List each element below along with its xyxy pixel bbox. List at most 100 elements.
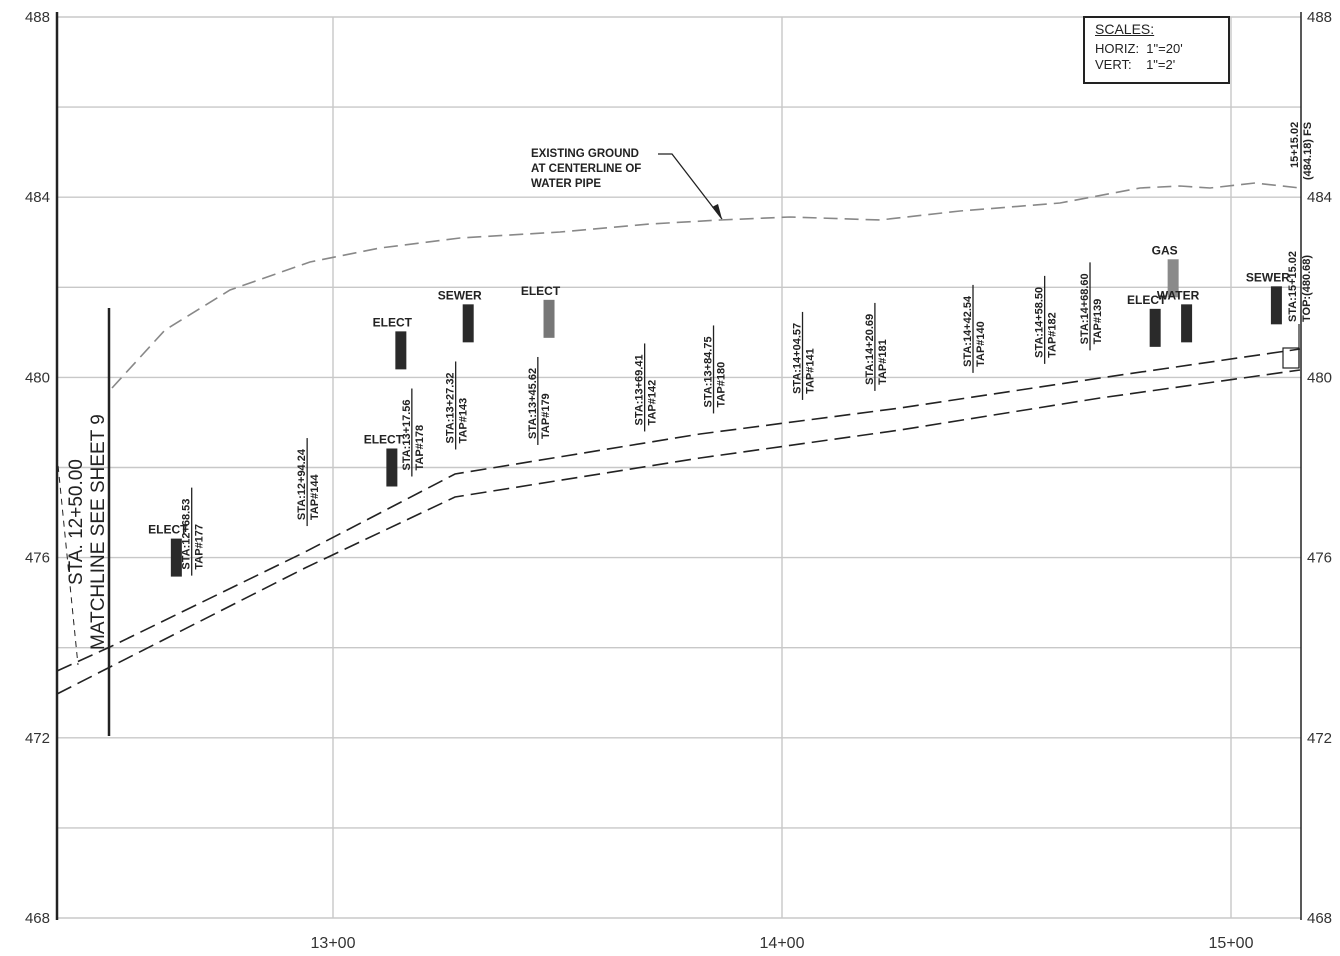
tap-number-label: TAP#140 xyxy=(975,321,987,367)
scales-title: SCALES: xyxy=(1095,21,1155,37)
service-tap: STA:13+17.56 TAP#178 xyxy=(401,388,426,477)
tap-number-label: TAP#143 xyxy=(458,398,470,444)
utility-crossing: ELECT xyxy=(1127,293,1167,347)
pipe-end-station: STA:15+15.02 xyxy=(1287,251,1299,322)
service-tap: STA:13+45.62 TAP#179 xyxy=(527,356,552,445)
service-tap: STA:14+20.69 TAP#181 xyxy=(864,302,889,391)
station-tick-label: 13+00 xyxy=(311,935,356,952)
elevation-tick-label-left: 472 xyxy=(25,730,50,747)
service-tap: STA:14+58.50 TAP#182 xyxy=(1034,275,1059,364)
utility-crossing: SEWER xyxy=(1246,270,1290,325)
horiz-scale-label: HORIZ: xyxy=(1095,41,1140,56)
utility-label: ELECT xyxy=(373,315,413,329)
elevation-tick-label-right: 472 xyxy=(1307,730,1332,747)
tap-station-label: STA:13+27.32 xyxy=(445,372,457,443)
utility-crossings: ELECT ELECT ELECT SEWER ELECT ELECT GAS WATER SE… xyxy=(148,243,1290,577)
tap-number-label: TAP#142 xyxy=(647,380,659,426)
service-tap: STA:14+04.57 TAP#141 xyxy=(792,311,817,400)
utility-label: ELECT xyxy=(1127,293,1167,307)
tap-number-label: TAP#181 xyxy=(877,339,889,385)
utility-crossing: ELECT xyxy=(521,284,561,338)
utility-label: ELECT xyxy=(148,523,188,537)
station-tick-label: 15+00 xyxy=(1209,935,1254,952)
ground-end-station: 15+15.02 xyxy=(1289,122,1301,168)
utility-marker xyxy=(386,448,398,487)
utility-crossing: ELECT xyxy=(148,523,188,577)
utility-marker xyxy=(462,304,474,343)
elevation-tick-label-right: 476 xyxy=(1307,550,1332,567)
utility-label: ELECT xyxy=(521,284,561,298)
matchline-reference: MATCHLINE SEE SHEET 9 xyxy=(88,414,109,650)
utility-crossing: SEWER xyxy=(438,288,482,343)
service-tap: STA:13+84.75 TAP#180 xyxy=(703,325,728,414)
tap-station-label: STA:14+58.50 xyxy=(1034,287,1046,358)
service-tap: STA:12+68.53 TAP#177 xyxy=(181,487,206,576)
elevation-tick-label-right: 488 xyxy=(1307,9,1332,26)
service-tap: STA:13+69.41 TAP#142 xyxy=(634,343,659,432)
utility-marker xyxy=(395,331,407,370)
elevation-tick-label-right: 480 xyxy=(1307,369,1332,386)
utility-label: ELECT xyxy=(364,433,404,447)
utility-marker xyxy=(1181,304,1193,343)
elevation-tick-label-right: 468 xyxy=(1307,910,1332,927)
station-tick-label: 14+00 xyxy=(760,935,805,952)
service-tap: STA:14+68.60 TAP#139 xyxy=(1079,262,1104,351)
utility-crossing: ELECT xyxy=(364,433,404,487)
existing-ground-profile xyxy=(111,182,1301,389)
tap-number-label: TAP#139 xyxy=(1092,299,1104,345)
service-tap: STA:14+42.54 TAP#140 xyxy=(962,284,987,373)
tap-station-label: STA:13+69.41 xyxy=(634,354,646,425)
water-pipe-bottom-line xyxy=(56,369,1301,695)
elevation-tick-label-left: 484 xyxy=(25,189,50,206)
water-pipe-top-line xyxy=(56,348,1301,672)
elevation-tick-label-left: 468 xyxy=(25,910,50,927)
utility-marker xyxy=(1149,308,1161,347)
elevation-axis: 488 488 484 484 480 480 476 476 472 472 468 468 xyxy=(25,9,1332,927)
utility-label: GAS xyxy=(1152,243,1178,257)
tap-station-label: STA:14+20.69 xyxy=(864,314,876,385)
tap-station-label: STA:14+04.57 xyxy=(792,323,804,394)
existing-ground-note: EXISTING GROUND AT CENTERLINE OF WATER P… xyxy=(531,148,723,220)
profile-end-labels: 15+15.02 (484.18) FS STA:15+15.02 TOP:(4… xyxy=(1282,122,1314,369)
svg-text:STA. 12+50.00: STA. 12+50.00 xyxy=(66,459,87,585)
horiz-scale-value: 1"=20' xyxy=(1146,41,1183,56)
tap-station-label: STA:13+45.62 xyxy=(527,368,539,439)
tap-station-label: STA:13+84.75 xyxy=(703,336,715,407)
vert-scale-value: 1"=2' xyxy=(1146,57,1176,72)
grid-lines xyxy=(57,16,1301,919)
elevation-tick-label-right: 484 xyxy=(1307,189,1332,206)
tap-number-label: TAP#144 xyxy=(309,474,321,521)
ground-note-line2: AT CENTERLINE OF xyxy=(531,163,641,175)
tap-station-label: STA:12+68.53 xyxy=(181,499,193,570)
utility-marker xyxy=(170,538,182,577)
ground-note-line3: WATER PIPE xyxy=(531,178,601,190)
tap-number-label: TAP#180 xyxy=(716,362,728,408)
tap-station-label: STA:14+68.60 xyxy=(1079,273,1091,344)
utility-label: WATER xyxy=(1157,288,1200,302)
elevation-tick-label-left: 480 xyxy=(25,369,50,386)
matchline-station: STA. 12+50.00 xyxy=(66,459,87,585)
vert-scale-label: VERT: xyxy=(1095,57,1132,72)
utility-marker xyxy=(1167,259,1179,298)
plot-frame xyxy=(55,12,1302,920)
tap-number-label: TAP#141 xyxy=(805,348,817,394)
utility-marker xyxy=(1270,286,1282,325)
ground-end-elevation: (484.18) FS xyxy=(1302,122,1314,180)
tap-station-label: STA:13+17.56 xyxy=(401,399,413,470)
utility-crossing: WATER xyxy=(1157,288,1200,343)
utility-crossing: GAS xyxy=(1152,243,1179,298)
tap-station-label: STA:12+94.24 xyxy=(296,448,308,520)
tap-number-label: TAP#182 xyxy=(1047,312,1059,358)
svg-text:MATCHLINE SEE SHEET 9: MATCHLINE SEE SHEET 9 xyxy=(88,414,109,650)
ground-note-line1: EXISTING GROUND xyxy=(531,148,639,160)
tap-number-label: TAP#177 xyxy=(194,524,206,570)
service-taps: STA:12+68.53 TAP#177 STA:12+94.24 TAP#144 ST… xyxy=(181,262,1104,576)
matchline: STA. 12+50.00 MATCHLINE SEE SHEET 9 xyxy=(56,308,111,736)
tap-number-label: TAP#179 xyxy=(540,393,552,439)
utility-marker xyxy=(543,299,555,338)
utility-label: SEWER xyxy=(438,288,482,302)
elevation-tick-label-left: 488 xyxy=(25,9,50,26)
station-axis: 13+00 14+00 15+00 xyxy=(311,935,1254,952)
tap-station-label: STA:14+42.54 xyxy=(962,295,974,367)
utility-crossing: ELECT xyxy=(373,315,413,370)
